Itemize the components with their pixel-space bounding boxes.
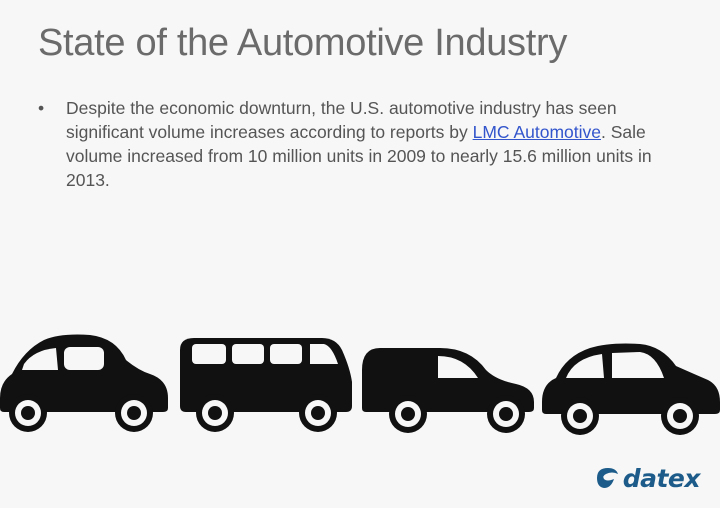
hatchback-car-icon xyxy=(0,334,168,432)
lmc-automotive-link[interactable]: LMC Automotive xyxy=(472,122,601,142)
slide-title: State of the Automotive Industry xyxy=(38,22,568,64)
bullet-text-after-link: . Sale volume increased from 10 million … xyxy=(66,122,652,190)
bullet-dot-icon: • xyxy=(38,98,45,118)
bullet-item: • Despite the economic downturn, the U.S… xyxy=(36,96,676,192)
vehicle-illustration xyxy=(0,334,720,435)
bullet-text-before-link: Despite the economic downturn, the U.S. … xyxy=(66,98,617,142)
datex-logo: datex xyxy=(594,462,701,494)
datex-swoosh-icon xyxy=(596,468,618,488)
compact-car-icon xyxy=(542,343,720,435)
bullet-list: • Despite the economic downturn, the U.S… xyxy=(36,96,676,192)
delivery-van-icon xyxy=(362,348,534,433)
minibus-icon xyxy=(180,338,352,432)
datex-logo-text: datex xyxy=(622,463,701,493)
